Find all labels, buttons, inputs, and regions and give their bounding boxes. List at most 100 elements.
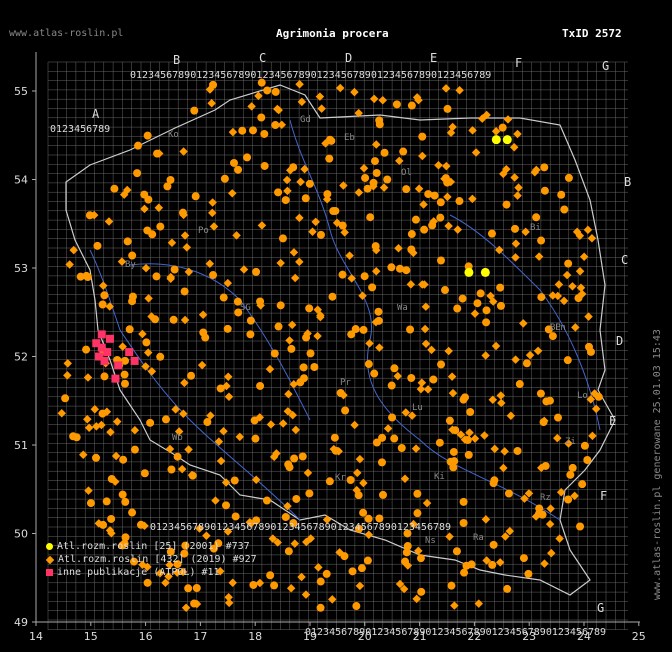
occurrence-diamond-orange (553, 433, 562, 443)
grid-letter-top: C (259, 51, 266, 65)
occurrence-dot-orange (540, 186, 549, 195)
occurrence-dot-orange (511, 224, 520, 233)
occurrence-dot-orange (192, 584, 201, 593)
occurrence-diamond-orange (509, 142, 519, 152)
occurrence-dot-orange (455, 197, 464, 206)
occurrence-diamond-orange (297, 97, 307, 107)
occurrence-diamond-orange (441, 84, 451, 93)
occurrence-square-pink (100, 356, 109, 365)
occurrence-diamond-orange (79, 450, 88, 460)
occurrence-diamond-orange (564, 439, 573, 448)
occurrence-points (57, 78, 603, 613)
occurrence-dot-orange (403, 542, 412, 551)
occurrence-diamond-orange (296, 177, 305, 187)
region-label: Ln (555, 323, 566, 333)
region-label: Pr (340, 378, 351, 388)
occurrence-diamond-orange (266, 420, 276, 429)
occurrence-dot-orange (187, 371, 196, 380)
occurrence-diamond-orange (501, 532, 510, 541)
occurrence-dot-yellow (464, 267, 474, 277)
occurrence-dot-orange (110, 184, 119, 193)
occurrence-diamond-orange (83, 414, 92, 424)
grid-letter-right: G (597, 601, 604, 615)
occurrence-dot-orange (130, 445, 139, 454)
occurrence-dot-orange (118, 541, 127, 550)
occurrence-diamond-orange (513, 191, 522, 200)
occurrence-dot-orange (327, 136, 336, 145)
region-label: Rz (540, 493, 551, 503)
legend-item: inne publikacje (ATPOL) #11 (46, 566, 257, 579)
occurrence-diamond-orange (283, 186, 292, 196)
occurrence-square-pink (95, 352, 104, 361)
occurrence-diamond-orange (345, 251, 354, 260)
occurrence-dot-orange (121, 533, 130, 542)
occurrence-diamond-orange (313, 331, 322, 341)
occurrence-dot-orange (270, 349, 279, 358)
occurrence-diamond-orange (358, 291, 367, 300)
occurrence-dot-orange (487, 229, 496, 238)
grid-letter-right: C (621, 253, 628, 267)
occurrence-dot-orange (180, 549, 189, 558)
occurrence-dot-orange (203, 418, 212, 427)
occurrence-diamond-orange (269, 452, 279, 462)
region-label: Ki (434, 472, 445, 482)
occurrence-dot-yellow (480, 267, 490, 277)
occurrence-dot-orange (402, 548, 411, 557)
occurrence-diamond-orange (335, 83, 345, 93)
occurrence-diamond-orange (489, 297, 498, 306)
occurrence-dot-orange (274, 188, 283, 197)
occurrence-diamond-orange (273, 538, 282, 547)
occurrence-diamond-orange (511, 355, 520, 364)
occurrence-dot-orange (298, 452, 307, 461)
occurrence-dot-orange (387, 381, 396, 390)
occurrence-dot-orange (301, 194, 310, 203)
occurrence-diamond-orange (228, 189, 237, 198)
occurrence-dot-orange (180, 287, 189, 296)
legend: Atl.rozm.roslin [25] (2001) #737 Atl.rozm… (45, 540, 257, 579)
occurrence-dot-orange (284, 547, 293, 556)
occurrence-diamond-orange (301, 590, 311, 599)
occurrence-dot-orange (316, 577, 325, 586)
occurrence-dot-orange (359, 325, 368, 334)
occurrence-dot-orange (82, 345, 91, 354)
occurrence-dot-orange (406, 325, 415, 334)
occurrence-dot-orange (219, 293, 228, 302)
x-tick-label: 17 (193, 630, 207, 643)
occurrence-dot-orange (402, 266, 411, 275)
occurrence-dot-orange (166, 175, 175, 184)
occurrence-diamond-orange (468, 194, 477, 204)
occurrence-dot-orange (489, 540, 498, 549)
occurrence-dot-orange (346, 476, 355, 485)
occurrence-diamond-orange (555, 534, 564, 543)
occurrence-diamond-orange (347, 274, 356, 283)
occurrence-diamond-orange (503, 115, 513, 124)
occurrence-diamond-orange (540, 559, 549, 568)
occurrence-diamond-orange (371, 140, 381, 149)
occurrence-dot-orange (390, 364, 399, 373)
occurrence-diamond-orange (497, 398, 506, 408)
occurrence-diamond-orange (284, 389, 293, 399)
occurrence-dot-orange (234, 165, 243, 174)
occurrence-diamond-orange (399, 584, 409, 594)
occurrence-diamond-orange (510, 173, 519, 182)
occurrence-diamond-orange (570, 491, 579, 501)
occurrence-dot-orange (453, 304, 462, 313)
taxon-id: TxID 2572 (562, 27, 622, 40)
occurrence-square-pink (97, 343, 106, 352)
occurrence-dot-orange (260, 129, 269, 138)
occurrence-dot-orange (274, 322, 283, 331)
occurrence-dot-orange (430, 191, 439, 200)
occurrence-dot-orange (449, 447, 458, 456)
occurrence-dot-orange (459, 395, 468, 404)
occurrence-diamond-orange (295, 79, 304, 89)
site-url[interactable]: www.atlas-roslin.pl (9, 28, 124, 39)
occurrence-dot-orange (489, 479, 498, 488)
region-label: Lo (577, 391, 588, 401)
region-label: Zi (565, 437, 576, 447)
occurrence-diamond-orange (278, 419, 288, 428)
occurrence-diamond-orange (519, 319, 528, 328)
occurrence-dot-orange (238, 126, 247, 135)
occurrence-diamond-orange (559, 296, 569, 306)
occurrence-diamond-orange (383, 424, 393, 433)
occurrence-dot-orange (420, 225, 429, 234)
